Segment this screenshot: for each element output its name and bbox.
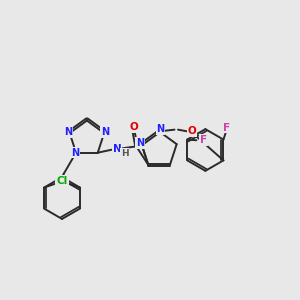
Text: N: N [71,148,80,158]
Text: O: O [129,122,138,132]
Text: H: H [121,149,129,158]
Text: N: N [101,127,109,137]
Text: N: N [156,124,165,134]
Text: F: F [200,135,207,145]
Text: N: N [136,138,144,148]
Text: Cl: Cl [57,176,68,186]
Text: O: O [188,126,197,136]
Text: N: N [64,127,73,137]
Text: N: N [113,144,122,154]
Text: Cl: Cl [56,176,68,186]
Text: F: F [224,123,230,133]
